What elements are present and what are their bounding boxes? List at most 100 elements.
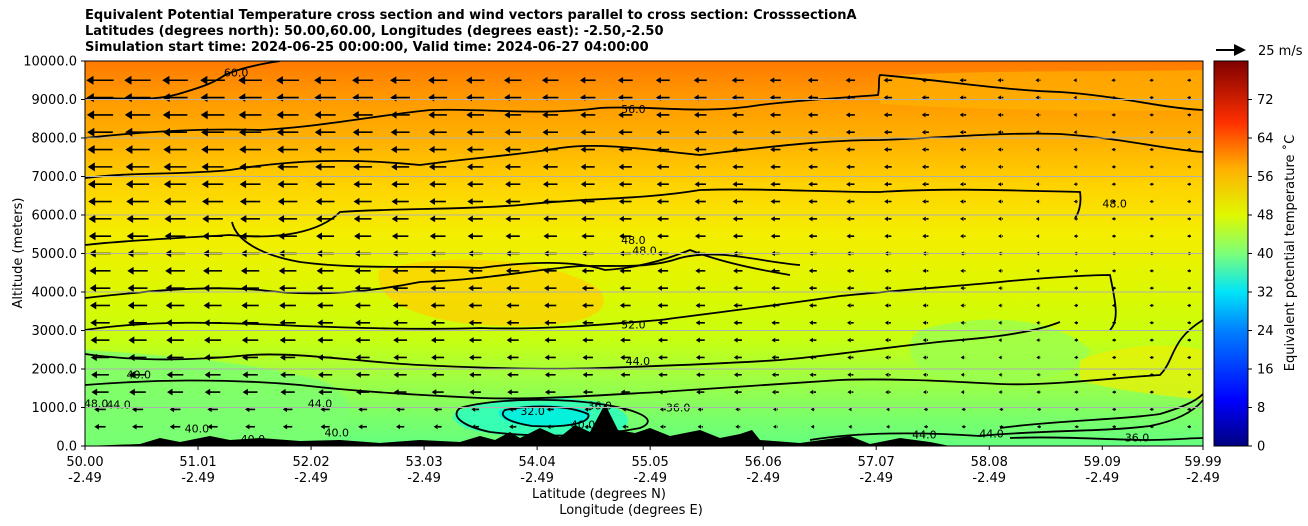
title-line-3: Simulation start time: 2024-06-25 00:00:…	[85, 40, 649, 55]
wind-vector	[355, 319, 371, 327]
wind-vector	[276, 110, 299, 120]
wind-vector	[165, 284, 185, 292]
wind-vector	[392, 302, 408, 309]
wind-vector	[238, 110, 262, 120]
wind-vector	[242, 388, 258, 396]
wind-vector	[998, 355, 1003, 360]
x-tick-label-lon: -2.49	[520, 471, 554, 486]
wind-vector	[200, 110, 225, 120]
y-tick-label: 6000.0	[32, 209, 78, 224]
wind-vector	[1073, 268, 1078, 273]
wind-vector	[164, 232, 186, 241]
wind-vector	[546, 407, 554, 412]
wind-vector	[809, 389, 817, 395]
wind-vector	[508, 407, 517, 412]
wind-vector	[276, 128, 299, 137]
wind-vector	[278, 267, 297, 275]
wind-vector	[961, 407, 966, 412]
wind-vector	[1074, 320, 1079, 325]
wind-vector	[886, 407, 891, 412]
wind-vector	[314, 76, 337, 85]
wind-vector	[656, 163, 669, 170]
wind-vector	[507, 389, 519, 395]
wind-vector	[960, 199, 966, 204]
colorbar-tick-label: 24	[1257, 324, 1274, 339]
wind-vector	[1036, 390, 1041, 394]
contour-label: 44.0	[106, 398, 131, 411]
wind-vector	[695, 268, 706, 274]
wind-vector	[316, 232, 335, 240]
contour-label: 44.0	[308, 398, 333, 411]
wind-vector	[201, 145, 224, 154]
wind-vector	[1187, 199, 1191, 204]
wind-vector	[656, 215, 669, 222]
wind-vector	[1073, 234, 1078, 239]
wind-vector	[620, 337, 631, 343]
wind-vector	[428, 76, 448, 85]
wind-vector	[1149, 321, 1154, 325]
wind-vector	[282, 424, 293, 430]
y-tick-label: 10000.0	[23, 55, 77, 70]
wind-vector	[580, 146, 595, 153]
wind-vector	[166, 336, 184, 344]
wind-vector	[88, 232, 112, 241]
wind-vector	[809, 337, 817, 343]
wind-vector	[278, 232, 297, 240]
wind-vector	[316, 284, 334, 292]
wind-vector	[505, 215, 520, 223]
wind-vector	[1073, 182, 1078, 187]
wind-vector	[128, 319, 147, 327]
contour-label: 52.0	[621, 319, 646, 332]
wind-vector	[429, 215, 446, 223]
wind-vector	[506, 302, 520, 309]
x-tick-label-lon: -2.49	[859, 471, 893, 486]
chart-title: Equivalent Potential Temperature cross s…	[85, 8, 857, 56]
wind-vector	[544, 354, 556, 361]
wind-vector	[352, 76, 374, 85]
cold-patch-inner	[498, 404, 591, 427]
wind-vector	[808, 181, 818, 187]
wind-vector	[807, 94, 818, 101]
wind-vector	[429, 163, 447, 171]
wind-vector	[124, 110, 151, 120]
wind-vector	[1073, 147, 1078, 152]
wind-vector	[921, 129, 929, 135]
wind-vector	[131, 406, 144, 413]
contour-32	[501, 405, 590, 428]
wind-vector	[317, 371, 333, 378]
wind-vector	[245, 424, 255, 430]
wind-vector	[165, 301, 185, 310]
wind-vector	[808, 285, 817, 291]
wind-vector	[922, 320, 929, 325]
wind-vector	[128, 353, 147, 362]
y-tick-label: 3000.0	[32, 324, 78, 339]
wind-vector	[89, 284, 111, 293]
wind-vector	[391, 215, 409, 223]
wind-vector	[884, 285, 892, 291]
wind-vector	[467, 232, 483, 240]
wind-vector	[90, 301, 110, 310]
wind-vector	[542, 128, 558, 136]
wind-vector	[732, 181, 744, 187]
x-tick-label-lat: 59.99	[1184, 455, 1221, 470]
wind-vector	[543, 198, 558, 205]
wind-vector	[883, 147, 892, 152]
wind-vector	[87, 127, 113, 137]
wind-vector	[169, 406, 181, 413]
x-tick-label-lon: -2.49	[1186, 471, 1220, 486]
wind-vector	[353, 197, 372, 206]
wind-vector	[694, 198, 706, 205]
wind-vector	[657, 320, 668, 326]
wind-vector	[770, 181, 781, 187]
wind-vector	[1074, 338, 1079, 342]
contour-label: 48.0	[84, 398, 109, 411]
wind-vector	[467, 180, 484, 188]
wind-vector	[466, 146, 484, 154]
wind-vector	[91, 388, 109, 396]
wind-vector	[810, 407, 816, 412]
wind-vector	[468, 284, 483, 292]
contour-label: 40.0	[571, 419, 596, 432]
wind-vector	[506, 285, 520, 292]
wind-vector	[314, 128, 336, 137]
